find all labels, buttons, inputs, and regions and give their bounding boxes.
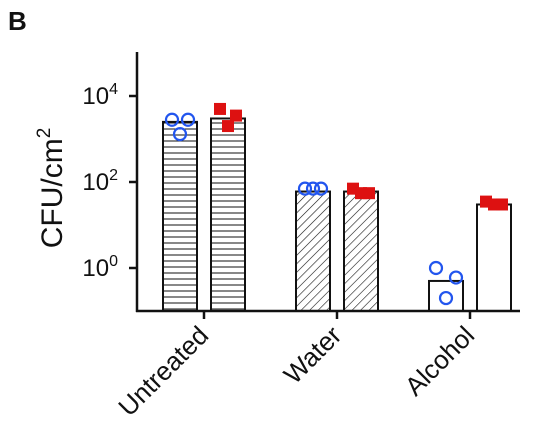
data-point-untreated-2 [230,109,242,122]
y-axis-title: CFU/cm2 [34,128,69,249]
data-point-water-1 [313,181,329,196]
bar-alcohol-1 [428,279,464,312]
data-point-water-2 [355,187,367,200]
data-point-untreated-1 [180,112,196,127]
bar-untreated-1 [162,120,198,312]
data-point-untreated-1 [164,112,180,127]
x-tick-label-alcohol: Alcohol [399,320,481,402]
y-tick-label: 102 [82,167,118,196]
data-point-alcohol-1 [438,290,454,306]
bar-alcohol-2 [476,203,512,312]
bar-water-1 [295,190,331,312]
x-tick-label-untreated: Untreated [112,320,214,422]
data-point-alcohol-2 [488,198,500,211]
y-tick-label: 100 [82,253,118,282]
bar-untreated-2 [210,117,246,313]
y-tick-label: 104 [82,81,118,110]
data-point-untreated-2 [222,120,234,133]
data-point-water-1 [305,181,321,196]
data-point-water-1 [297,181,313,196]
data-point-untreated-1 [172,127,188,142]
data-point-alcohol-1 [428,260,444,276]
x-tick-label-water: Water [278,320,348,390]
bar-water-2 [343,190,379,312]
data-point-untreated-2 [214,102,226,115]
data-point-alcohol-1 [448,270,464,285]
panel-label: B [8,6,27,36]
